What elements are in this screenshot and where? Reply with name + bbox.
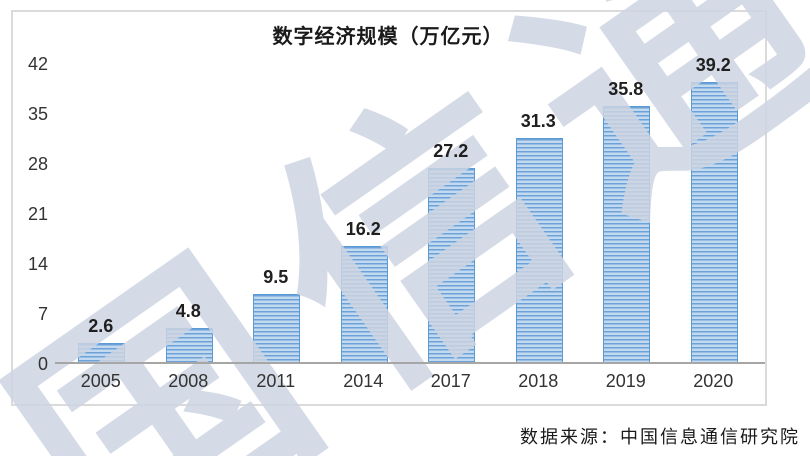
bar-value-label: 39.2 (695, 55, 731, 75)
x-axis-tick-label: 2018 (518, 371, 559, 391)
bar-2019 (603, 106, 651, 364)
bar-slot: 4.8 (145, 64, 233, 364)
y-axis-tick-label: 35 (27, 104, 48, 124)
y-axis-tick-label: 28 (27, 154, 48, 174)
x-axis-line (55, 362, 765, 364)
y-axis-tick-label: 7 (37, 304, 48, 324)
bar-value-label: 4.8 (175, 301, 201, 321)
data-source-note: 数据来源：中国信息通信研究院 (520, 427, 800, 447)
bar-2018 (515, 138, 563, 364)
x-axis-tick-label: 2019 (605, 371, 646, 391)
bar-slot: 35.8 (582, 64, 670, 364)
chart-title: 数字经济规模（万亿元） (272, 26, 504, 48)
bar-2011 (253, 294, 301, 364)
chart-border-box (11, 10, 767, 406)
bar-value-label: 2.6 (88, 316, 114, 336)
y-axis: 0 7 14 21 28 35 42 (0, 0, 48, 456)
y-axis-tick-label: 42 (27, 54, 48, 74)
x-axis-tick-label: 2020 (693, 371, 734, 391)
bar-2017 (428, 168, 476, 364)
bar-2008 (165, 328, 213, 364)
y-axis-tick-label: 0 (37, 354, 48, 374)
bar-slot: 27.2 (407, 64, 495, 364)
bar-2020 (690, 82, 738, 364)
y-axis-tick-label: 21 (27, 204, 48, 224)
bar-value-label: 31.3 (520, 111, 556, 131)
x-axis-tick-label: 2011 (256, 371, 296, 391)
x-axis-tick-label: 2008 (168, 371, 209, 391)
bar-slot: 16.2 (320, 64, 408, 364)
x-axis-tick-label: 2014 (343, 371, 384, 391)
bar-2014 (340, 246, 388, 364)
x-axis-tick-label: 2005 (80, 371, 121, 391)
bar-value-label: 35.8 (608, 79, 644, 99)
bar-slot: 9.5 (232, 64, 320, 364)
y-axis-tick-label: 14 (27, 254, 48, 274)
bar-value-label: 9.5 (263, 267, 289, 287)
bar-2005 (78, 343, 126, 364)
x-axis-tick-label: 2017 (430, 371, 471, 391)
x-axis: 2005 2008 2011 2014 2017 2018 2019 2020 (57, 371, 757, 397)
plot-area: 2.6 4.8 9.5 16.2 27.2 31.3 35.8 39.2 (57, 55, 758, 364)
bar-slot: 31.3 (495, 64, 583, 364)
bar-value-label: 27.2 (433, 141, 469, 161)
bar-slot: 39.2 (670, 55, 758, 364)
bar-value-label: 16.2 (345, 219, 381, 239)
bar-slot: 2.6 (57, 64, 145, 364)
